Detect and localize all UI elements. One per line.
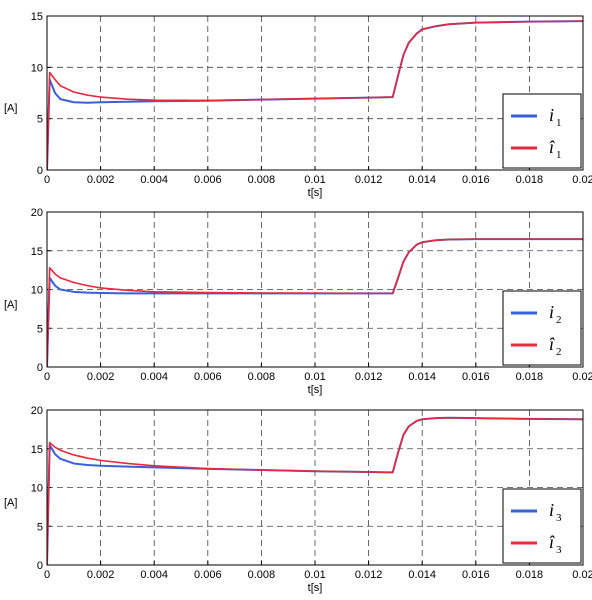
x-axis-label: t[s] — [308, 384, 323, 396]
y-tick-label: 5 — [37, 323, 43, 335]
x-tick-label: 0.018 — [516, 371, 544, 383]
x-tick-label: 0.014 — [408, 174, 436, 186]
legend: i 1î 1 — [502, 93, 582, 169]
x-tick-label: 0.006 — [194, 174, 222, 186]
x-tick-label: 0.02 — [572, 371, 592, 383]
y-tick-label: 10 — [31, 483, 43, 495]
legend-box — [502, 290, 582, 366]
legend-box — [502, 488, 582, 564]
x-tick-label: 0.02 — [572, 569, 592, 581]
y-tick-label: 0 — [37, 362, 43, 374]
legend-subscript: 3 — [556, 544, 562, 556]
x-tick-label: 0.018 — [516, 174, 544, 186]
x-tick-label: 0 — [44, 174, 50, 186]
legend-label: î — [549, 532, 555, 552]
legend-subscript: 1 — [556, 117, 562, 129]
y-tick-label: 15 — [31, 444, 43, 456]
legend-subscript: 2 — [556, 314, 562, 326]
x-tick-label: 0.006 — [194, 371, 222, 383]
y-tick-label: 10 — [31, 285, 43, 297]
x-tick-label: 0.004 — [140, 569, 168, 581]
x-tick-label: 0.018 — [516, 569, 544, 581]
y-tick-label: 15 — [31, 246, 43, 258]
x-tick-label: 0.002 — [87, 569, 115, 581]
y-axis-label: [A] — [4, 497, 17, 509]
y-tick-label: 0 — [37, 560, 43, 572]
x-tick-label: 0.006 — [194, 569, 222, 581]
x-tick-label: 0.004 — [140, 371, 168, 383]
y-tick-label: 10 — [31, 62, 43, 74]
x-tick-label: 0 — [44, 371, 50, 383]
series-line-i1-estimate — [47, 20, 583, 170]
x-tick-label: 0.016 — [462, 569, 490, 581]
x-tick-label: 0.012 — [355, 174, 383, 186]
x-tick-label: 0.008 — [248, 569, 276, 581]
x-tick-label: 0.014 — [408, 371, 436, 383]
legend-label: i — [549, 302, 554, 322]
y-axis-label: [A] — [4, 102, 17, 114]
axes-frame — [46, 211, 584, 368]
x-tick-label: 0.02 — [572, 174, 592, 186]
y-tick-label: 5 — [37, 114, 43, 126]
legend-label: i — [549, 500, 554, 520]
x-tick-label: 0.004 — [140, 174, 168, 186]
x-axis-label: t[s] — [308, 582, 323, 594]
legend: i 3î 3 — [502, 488, 582, 564]
chart-panel-3: 0 0.002 0.004 0.006 0.008 0.01 0.012 0.014 0.016… — [4, 405, 592, 594]
x-tick-label: 0.016 — [462, 174, 490, 186]
series-line-i2-estimate — [47, 238, 583, 367]
y-tick-label: 15 — [31, 11, 43, 23]
series-line-i3-estimate — [47, 416, 583, 565]
x-tick-label: 0.002 — [87, 371, 115, 383]
x-tick-label: 0.008 — [248, 371, 276, 383]
x-tick-label: 0 — [44, 569, 50, 581]
y-tick-label: 0 — [37, 165, 43, 177]
legend-label: î — [549, 334, 555, 354]
axes-frame — [46, 409, 584, 566]
x-tick-label: 0.01 — [304, 569, 325, 581]
legend-subscript: 1 — [556, 149, 562, 161]
y-tick-label: 5 — [37, 521, 43, 533]
chart-panel-2: 0 0.002 0.004 0.006 0.008 0.01 0.012 0.014 0.016… — [4, 207, 592, 396]
x-tick-label: 0.01 — [304, 174, 325, 186]
legend-subscript: 2 — [556, 346, 562, 358]
legend-box — [502, 93, 582, 169]
y-axis-label: [A] — [4, 299, 17, 311]
x-axis-label: t[s] — [308, 187, 323, 199]
legend-label: i — [549, 105, 554, 125]
x-tick-label: 0.01 — [304, 371, 325, 383]
x-tick-label: 0.014 — [408, 569, 436, 581]
chart-panel-1: 0 0.002 0.004 0.006 0.008 0.01 0.012 0.014 0.016… — [4, 11, 592, 199]
axes-frame — [46, 15, 584, 171]
y-tick-label: 20 — [31, 405, 43, 417]
legend-subscript: 3 — [556, 512, 562, 524]
x-tick-label: 0.012 — [355, 371, 383, 383]
x-tick-label: 0.016 — [462, 371, 490, 383]
y-tick-label: 20 — [31, 207, 43, 219]
x-tick-label: 0.012 — [355, 569, 383, 581]
legend: i 2î 2 — [502, 290, 582, 366]
legend-label: î — [549, 137, 555, 157]
x-tick-label: 0.002 — [87, 174, 115, 186]
x-tick-label: 0.008 — [248, 174, 276, 186]
